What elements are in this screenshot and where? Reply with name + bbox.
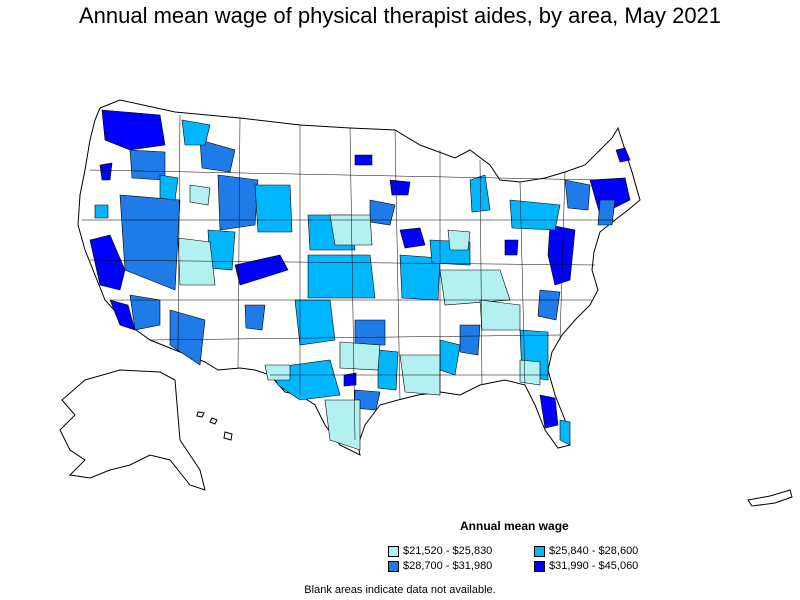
puerto-rico-outline (747, 489, 793, 507)
legend-swatch-1 (388, 545, 399, 557)
legend-item-2: $25,840 - $28,600 (534, 545, 638, 559)
hawaii-islands (196, 411, 233, 441)
legend-item-3: $28,700 - $31,980 (388, 560, 492, 574)
legend-label-4: $31,990 - $45,060 (549, 560, 639, 572)
map-title: Annual mean wage of physical therapist a… (78, 3, 722, 28)
legend-label-1: $21,520 - $25,830 (403, 545, 493, 557)
legend-swatch-2 (534, 545, 545, 557)
alaska-outline (59, 369, 206, 491)
footnote: Blank areas indicate data not available. (304, 584, 496, 596)
regions-25840-28600 (94, 119, 571, 446)
legend-item-4: $31,990 - $45,060 (534, 560, 638, 574)
legend-label-2: $25,840 - $28,600 (549, 545, 639, 557)
legend-title: Annual mean wage (460, 519, 569, 533)
area-boundaries (82, 114, 615, 441)
legend-swatch-3 (388, 560, 399, 572)
regions-31990-45060 (89, 109, 631, 429)
legend-swatch-4 (534, 560, 545, 572)
legend-label-3: $28,700 - $31,980 (403, 560, 493, 572)
legend-item-1: $21,520 - $25,830 (388, 545, 492, 559)
regions-28700-31980 (119, 139, 616, 411)
